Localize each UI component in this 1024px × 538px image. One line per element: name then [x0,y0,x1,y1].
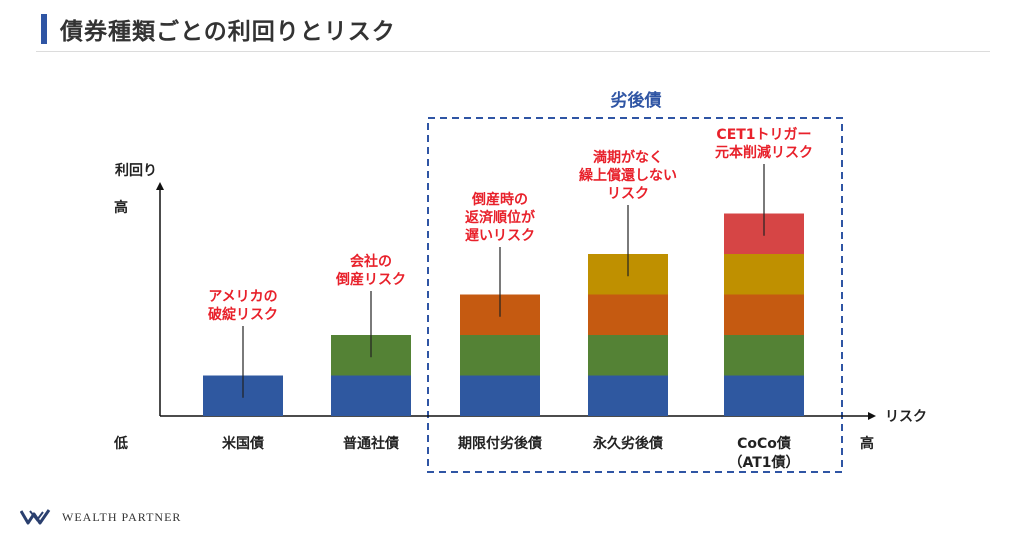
risk-annotation-text: 返済順位が [465,209,536,226]
category-label: 米国債 [222,435,264,452]
x-axis-high-label: 高 [860,435,874,452]
bar-segment-5-2 [724,335,804,376]
bar-segment-4-2 [588,335,668,376]
x-axis-label: リスク [885,409,927,425]
brand-name: WEALTH PARTNER [62,509,182,524]
bar-segment-5-1 [724,375,804,416]
category-label: CoCo債 [737,435,791,452]
y-axis-high-label: 高 [114,199,128,216]
category-label: （AT1債） [728,454,799,471]
wealth-partner-logo-icon [20,509,51,525]
bar-segment-4-3 [588,294,668,335]
risk-annotation-text: 倒産時の [471,191,528,208]
y-axis-arrow [156,182,164,190]
risk-annotation-text: 繰上償還しない [579,167,677,184]
bar-segment-5-3 [724,294,804,335]
risk-annotation-text: リスク [607,186,649,202]
title-accent-bar [41,14,47,44]
bar-segment-3-2 [460,335,540,376]
risk-annotation-text: 破綻リスク [208,306,278,323]
risk-annotation-text: 満期がなく [593,149,663,166]
title-divider [36,51,990,52]
category-label: 永久劣後債 [592,435,663,452]
risk-annotation-text: CET1トリガー [716,127,811,143]
page-title: 債券種類ごとの利回りとリスク [60,19,396,45]
bar-segment-3-1 [460,375,540,416]
bar-segment-5-4 [724,254,804,295]
footer-logo: WEALTH PARTNER [20,508,181,526]
category-label: 普通社債 [343,435,399,452]
x-axis-low-label: 低 [113,435,128,452]
bar-segment-4-1 [588,375,668,416]
risk-annotation-text: 倒産リスク [335,271,406,288]
risk-annotation-text: アメリカの [208,289,277,305]
risk-annotation-text: 元本削減リスク [715,144,813,161]
subordinated-group-box [427,117,843,473]
subordinated-group-label: 劣後債 [611,90,662,111]
risk-annotation-text: 遅いリスク [465,228,535,244]
category-label: 期限付劣後債 [458,435,542,452]
x-axis-arrow [868,412,876,420]
risk-annotation-text: 会社の [350,253,392,270]
y-axis-label: 利回り [115,162,157,179]
bar-segment-2-1 [331,375,411,416]
